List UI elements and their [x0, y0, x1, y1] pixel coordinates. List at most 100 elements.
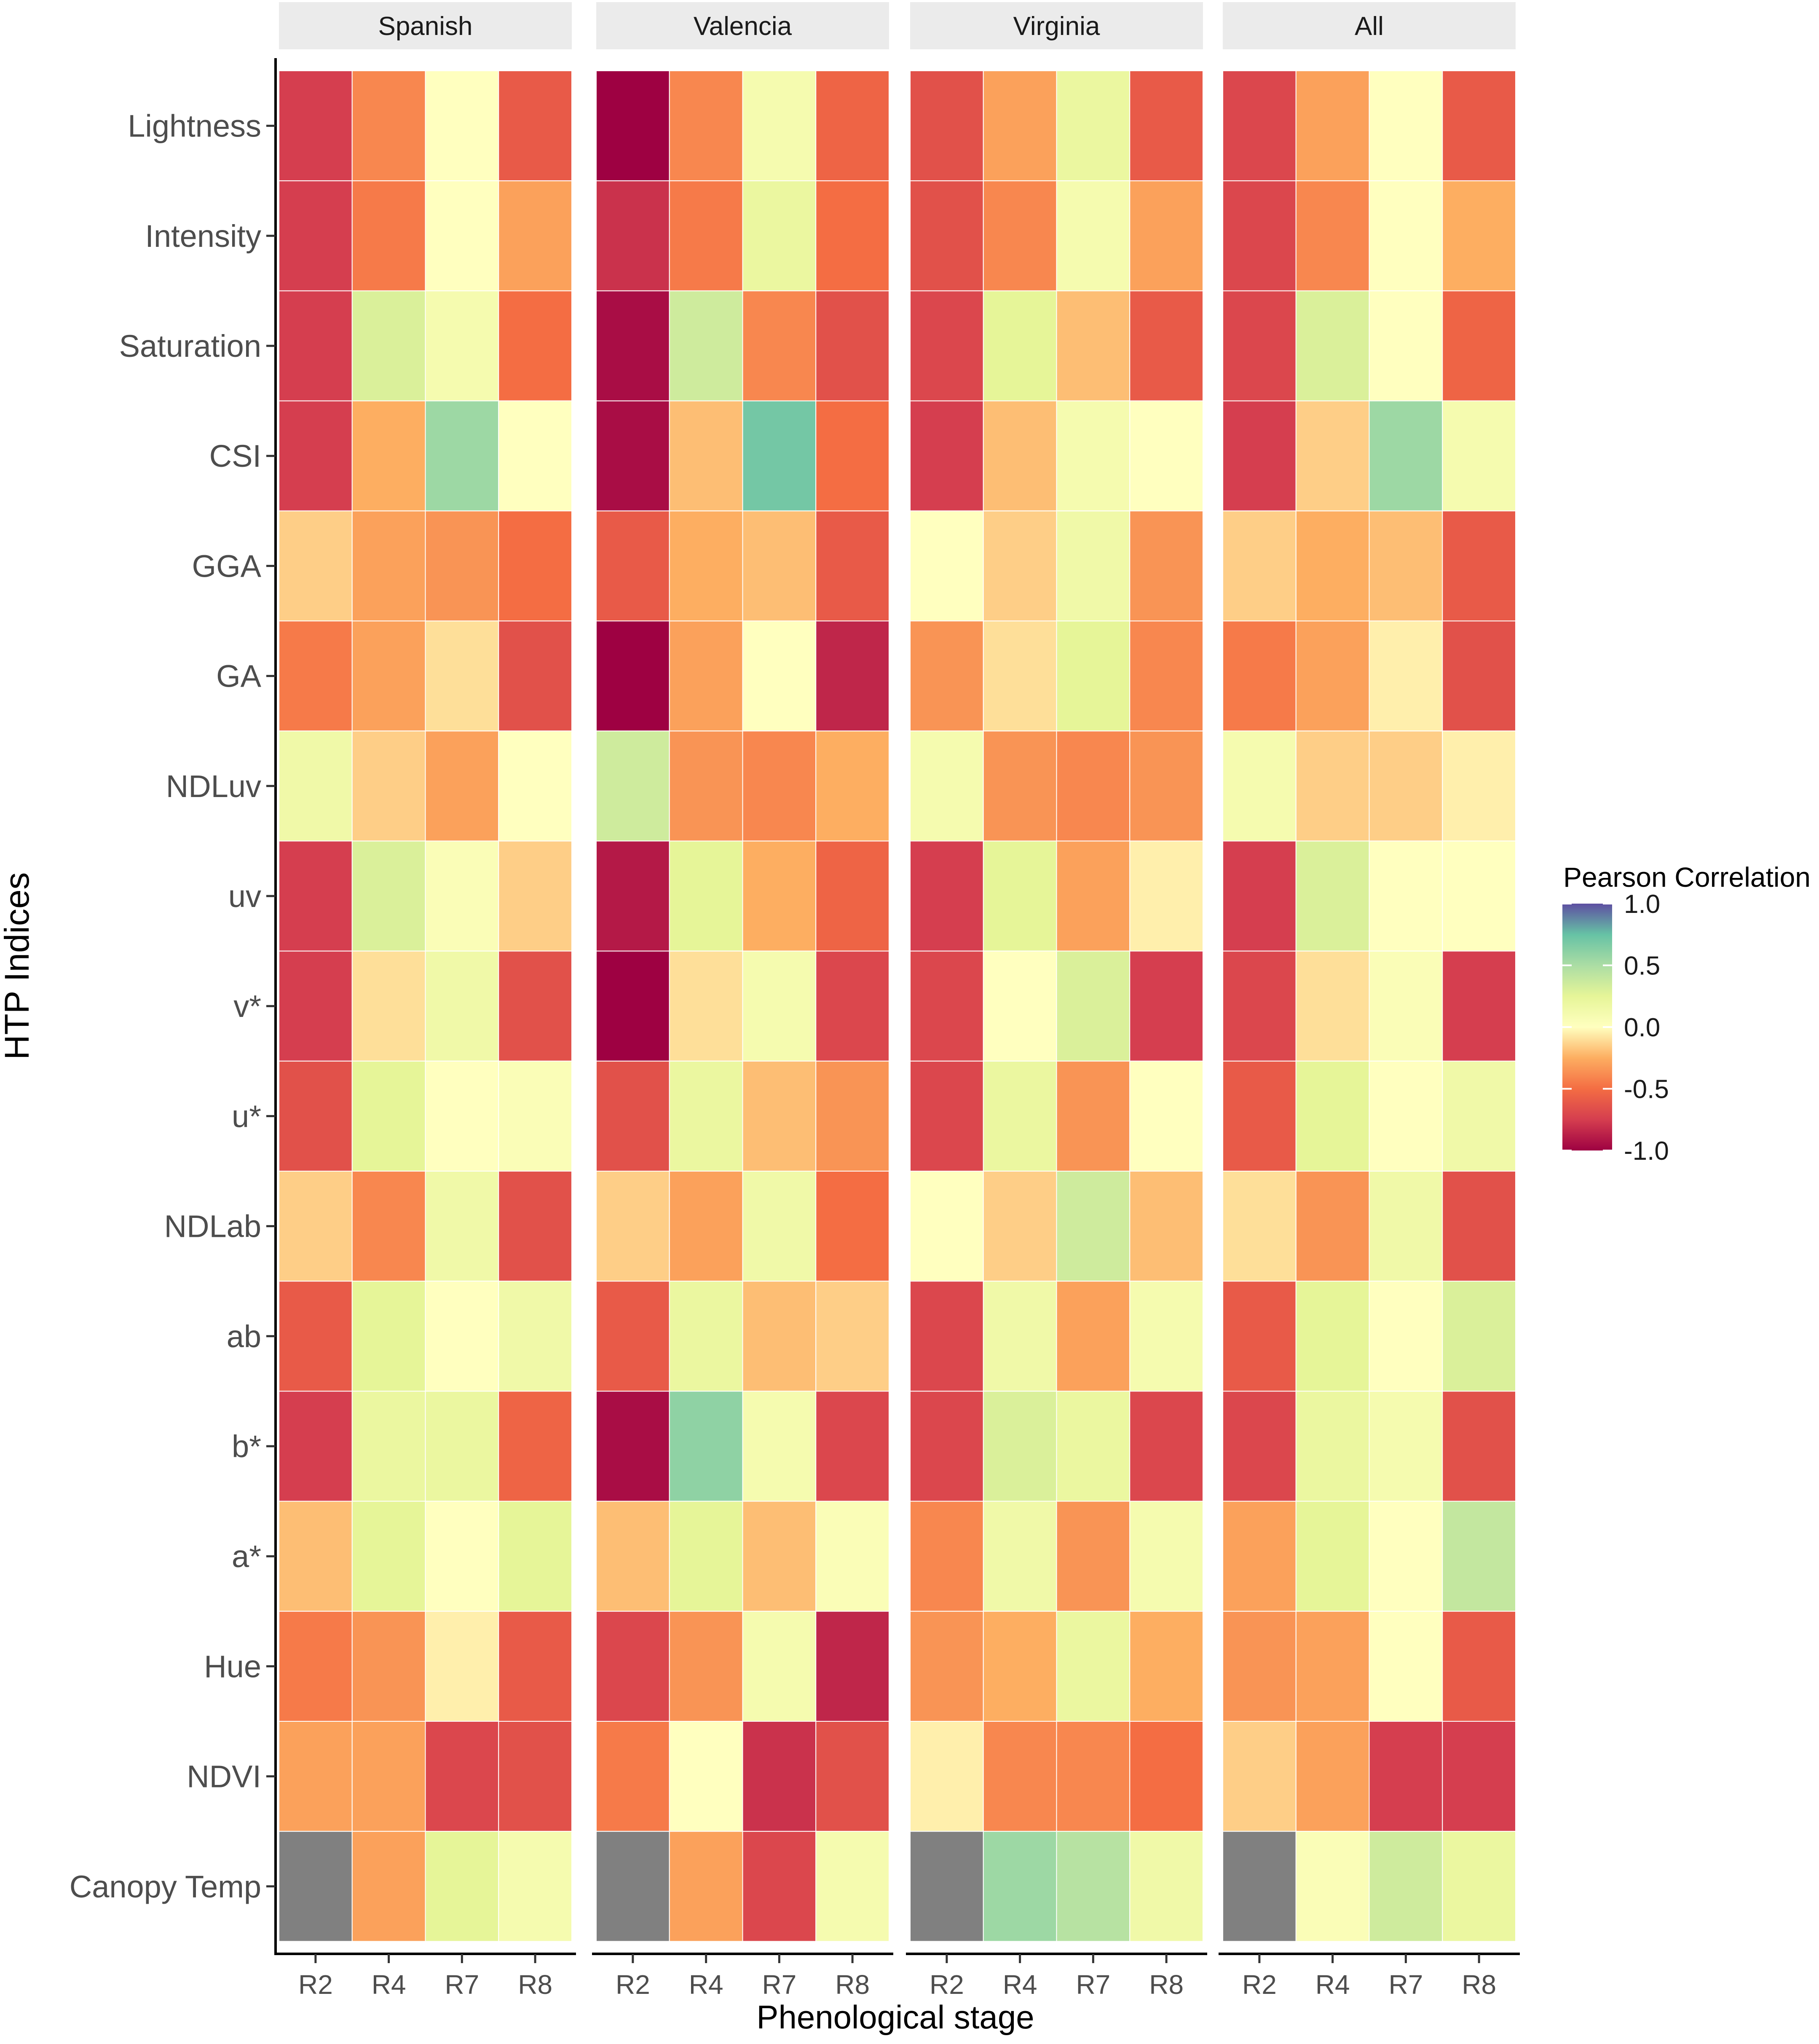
heatmap-cell	[910, 1721, 984, 1832]
x-tick-label: R2	[616, 1969, 650, 2000]
heatmap-cell	[1369, 1501, 1443, 1612]
heatmap-cell	[983, 70, 1057, 182]
heatmap-cell	[498, 1721, 572, 1832]
heatmap-cell	[815, 1721, 889, 1832]
heatmap-cell	[742, 1501, 817, 1612]
heatmap-cell	[351, 950, 426, 1062]
heatmap-cell	[910, 621, 984, 732]
heatmap-cell	[425, 70, 499, 182]
heatmap-cell	[910, 1501, 984, 1612]
heatmap-cell	[1369, 1611, 1443, 1722]
heatmap-cell	[279, 180, 353, 292]
heatmap-cell	[1129, 1831, 1203, 1942]
heatmap-cell	[1295, 400, 1370, 511]
heatmap-cell	[1222, 290, 1297, 401]
heatmap-cell	[815, 840, 889, 952]
heatmap-cell	[815, 1501, 889, 1612]
heatmap-cell	[1056, 1721, 1131, 1832]
heatmap-cell	[596, 1721, 670, 1832]
heatmap-cell	[1295, 180, 1370, 292]
heatmap-cell	[279, 290, 353, 401]
heatmap-cell	[596, 730, 670, 842]
heatmap-cell	[1129, 1611, 1203, 1722]
heatmap-cell	[1056, 840, 1131, 952]
heatmap-cell	[1295, 1281, 1370, 1392]
heatmap-cell	[1056, 1281, 1131, 1392]
heatmap-cell	[596, 1391, 670, 1502]
heatmap-cell	[1295, 1831, 1370, 1942]
heatmap-cell	[596, 70, 670, 182]
heatmap-cell	[351, 621, 426, 732]
heatmap-cell	[1222, 1831, 1297, 1942]
heatmap-cell	[1056, 510, 1131, 622]
heatmap-cell	[279, 1060, 353, 1172]
heatmap-cell	[1442, 730, 1516, 842]
y-tick-label: Hue	[204, 1649, 261, 1684]
heatmap-cell	[1295, 621, 1370, 732]
heatmap-cell	[1056, 950, 1131, 1062]
heatmap-cell	[351, 1060, 426, 1172]
heatmap-cell	[596, 1831, 670, 1942]
heatmap-cell	[279, 1501, 353, 1612]
x-tick-label: R8	[835, 1969, 870, 2000]
heatmap-cell	[596, 950, 670, 1062]
heatmap-cell	[669, 1831, 743, 1942]
heatmap-cell	[1369, 621, 1443, 732]
heatmap-cell	[1222, 70, 1297, 182]
heatmap-cell	[1129, 400, 1203, 511]
heatmap-cell	[279, 1831, 353, 1942]
heatmap-cell	[1056, 730, 1131, 842]
y-tick-label: Canopy Temp	[70, 1869, 261, 1904]
heatmap-cell	[983, 1391, 1057, 1502]
heatmap-cell	[1369, 1281, 1443, 1392]
heatmap-cell	[498, 180, 572, 292]
heatmap-cell	[669, 180, 743, 292]
heatmap-cell	[351, 290, 426, 401]
heatmap-cell	[910, 1060, 984, 1172]
heatmap-cell	[1295, 290, 1370, 401]
y-tick-label: GA	[216, 659, 262, 694]
heatmap-cell	[910, 1171, 984, 1282]
heatmap-cell	[1222, 400, 1297, 511]
heatmap-cell	[983, 510, 1057, 622]
heatmap-cell	[1369, 400, 1443, 511]
heatmap-cell	[498, 730, 572, 842]
heatmap-cell	[1295, 70, 1370, 182]
heatmap-cell	[1129, 1171, 1203, 1282]
heatmap-cell	[1295, 840, 1370, 952]
heatmap-cell	[669, 1721, 743, 1832]
heatmap-cell	[351, 1611, 426, 1722]
y-tick-label: CSI	[209, 439, 261, 474]
heatmap-cell	[425, 290, 499, 401]
heatmap-cell	[1056, 1611, 1131, 1722]
heatmap-cell	[669, 840, 743, 952]
heatmap-cell	[1056, 290, 1131, 401]
heatmap-cell	[910, 840, 984, 952]
heatmap-cell	[1369, 950, 1443, 1062]
heatmap-cell	[1129, 510, 1203, 622]
facet-panels: Spanish R2 R4 R7 R8 Valencia R2 R4 R7 R8 Virginia R…	[274, 2, 1520, 2000]
heatmap-cell	[1442, 510, 1516, 622]
heatmap-cell	[742, 400, 817, 511]
heatmap-cell	[742, 180, 817, 292]
heatmap-cell	[596, 840, 670, 952]
y-tick-label: NDLuv	[166, 769, 261, 804]
x-tick-label: R7	[1388, 1969, 1423, 2000]
heatmap-cell	[425, 1721, 499, 1832]
x-tick-label: R7	[762, 1969, 796, 2000]
heatmap-cell	[1129, 621, 1203, 732]
heatmap-cell	[596, 1501, 670, 1612]
heatmap-cell	[425, 400, 499, 511]
heatmap-cell	[425, 1060, 499, 1172]
heatmap-cell	[983, 840, 1057, 952]
heatmap-cell	[1442, 180, 1516, 292]
heatmap-cell	[815, 1281, 889, 1392]
heatmap-cell	[1442, 950, 1516, 1062]
heatmap-cell	[498, 1611, 572, 1722]
heatmap-cell	[1442, 621, 1516, 732]
y-axis-title: HTP Indices	[0, 872, 36, 1059]
x-tick-label: R4	[1003, 1969, 1037, 2000]
heatmap-cell	[351, 400, 426, 511]
heatmap-cell	[279, 1171, 353, 1282]
